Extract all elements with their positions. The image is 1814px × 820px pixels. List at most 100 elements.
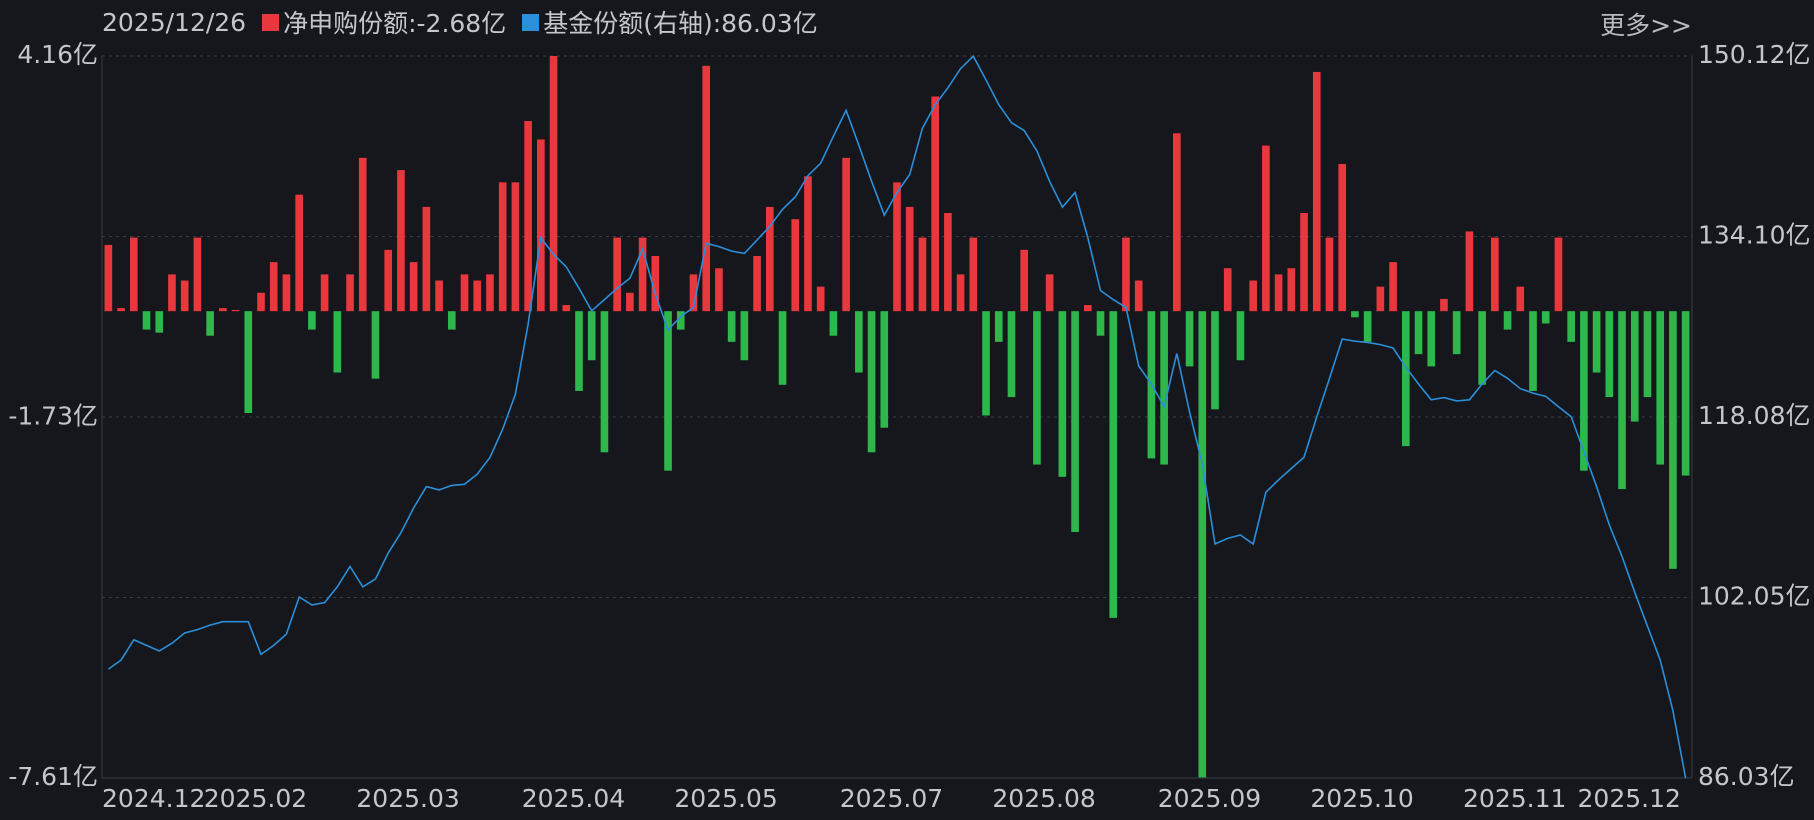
bar — [1491, 237, 1499, 312]
bar — [1134, 280, 1143, 312]
bar — [765, 206, 774, 312]
bar — [1452, 311, 1461, 355]
bar — [956, 274, 965, 312]
bar — [397, 170, 405, 312]
bar — [1643, 311, 1652, 398]
more-link[interactable]: 更多>> — [1600, 11, 1692, 40]
bar — [1274, 274, 1283, 312]
bar — [308, 311, 316, 330]
bar — [358, 157, 367, 312]
bar — [117, 308, 125, 312]
bar — [931, 96, 939, 312]
bar — [1160, 311, 1168, 465]
x-tick-label: 2025.07 — [840, 784, 943, 813]
bar — [1083, 305, 1092, 312]
bar — [1440, 298, 1448, 312]
y2-tick-label: 134.10亿 — [1698, 220, 1810, 249]
x-tick-label: 2025.04 — [522, 784, 625, 813]
bar — [982, 311, 990, 416]
bar — [104, 244, 113, 312]
bar — [435, 280, 443, 312]
bar — [1007, 311, 1016, 398]
bar — [537, 139, 545, 312]
bar — [676, 311, 685, 330]
x-tick-label: 2025.10 — [1310, 784, 1413, 813]
bar — [651, 255, 660, 312]
bar — [1363, 311, 1372, 342]
bar — [168, 274, 176, 312]
bar — [829, 311, 838, 336]
bar — [193, 237, 202, 312]
bar — [664, 311, 672, 471]
bar — [575, 311, 583, 391]
x-tick-label: 2025.08 — [992, 784, 1095, 813]
bar — [1198, 311, 1207, 778]
bar — [1173, 133, 1181, 312]
bar — [1287, 268, 1296, 312]
legend-swatch — [522, 13, 540, 31]
bar — [1630, 311, 1639, 422]
bar — [715, 268, 723, 312]
bar — [320, 274, 329, 312]
bar — [447, 311, 456, 330]
x-tick-label: 2025.03 — [356, 784, 459, 813]
bar — [1656, 311, 1665, 465]
bar — [384, 249, 393, 312]
x-tick-label: 2025.02 — [204, 784, 307, 813]
bar — [409, 262, 418, 312]
bar — [1478, 311, 1486, 385]
bar — [1567, 311, 1575, 342]
x-tick-label: 2025.09 — [1158, 784, 1261, 813]
bar — [587, 311, 596, 361]
legend: 2025/12/26 净申购份额:-2.68亿 基金份额(右轴):86.03亿 — [102, 4, 818, 40]
bar — [1249, 280, 1257, 312]
y2-tick-label: 150.12亿 — [1698, 40, 1810, 69]
bar — [1312, 71, 1321, 312]
bar — [1516, 286, 1525, 312]
bar — [549, 56, 558, 312]
bar — [511, 182, 520, 312]
bar — [702, 65, 711, 312]
bar — [778, 311, 787, 385]
bar — [918, 237, 927, 312]
bar — [1300, 213, 1308, 312]
bar — [460, 274, 469, 312]
legend-label: 净申购份额:-2.68亿 — [283, 9, 507, 38]
bar — [473, 280, 482, 312]
bar — [969, 237, 978, 312]
bar — [562, 305, 571, 312]
y2-tick-label: 102.05亿 — [1698, 582, 1810, 611]
bar — [257, 292, 265, 312]
bar — [638, 237, 647, 312]
bar — [1618, 311, 1626, 490]
bar — [1605, 311, 1614, 398]
date: 2025/12/26 — [102, 7, 247, 37]
bar — [1351, 311, 1359, 318]
bar — [180, 280, 189, 312]
bar — [498, 182, 507, 312]
bar — [524, 121, 532, 312]
x-tick-label: 2025.12 — [1578, 784, 1681, 813]
y-tick-label: -7.61亿 — [8, 762, 98, 791]
bar — [791, 219, 800, 312]
bar — [855, 311, 863, 373]
bar — [1058, 311, 1067, 477]
bar — [231, 309, 240, 312]
bar — [1185, 311, 1194, 367]
bar — [893, 182, 901, 312]
bar — [1236, 311, 1245, 361]
bar — [689, 274, 698, 312]
bar — [600, 311, 609, 453]
bar — [1376, 286, 1385, 312]
bar — [613, 237, 621, 312]
bar — [1122, 237, 1130, 312]
bar — [1262, 145, 1270, 312]
bar — [219, 308, 227, 312]
bar — [486, 274, 494, 312]
x-tick-label: 2025.11 — [1463, 784, 1566, 813]
bar — [371, 311, 380, 379]
bar — [626, 292, 634, 312]
bar — [1503, 311, 1512, 330]
